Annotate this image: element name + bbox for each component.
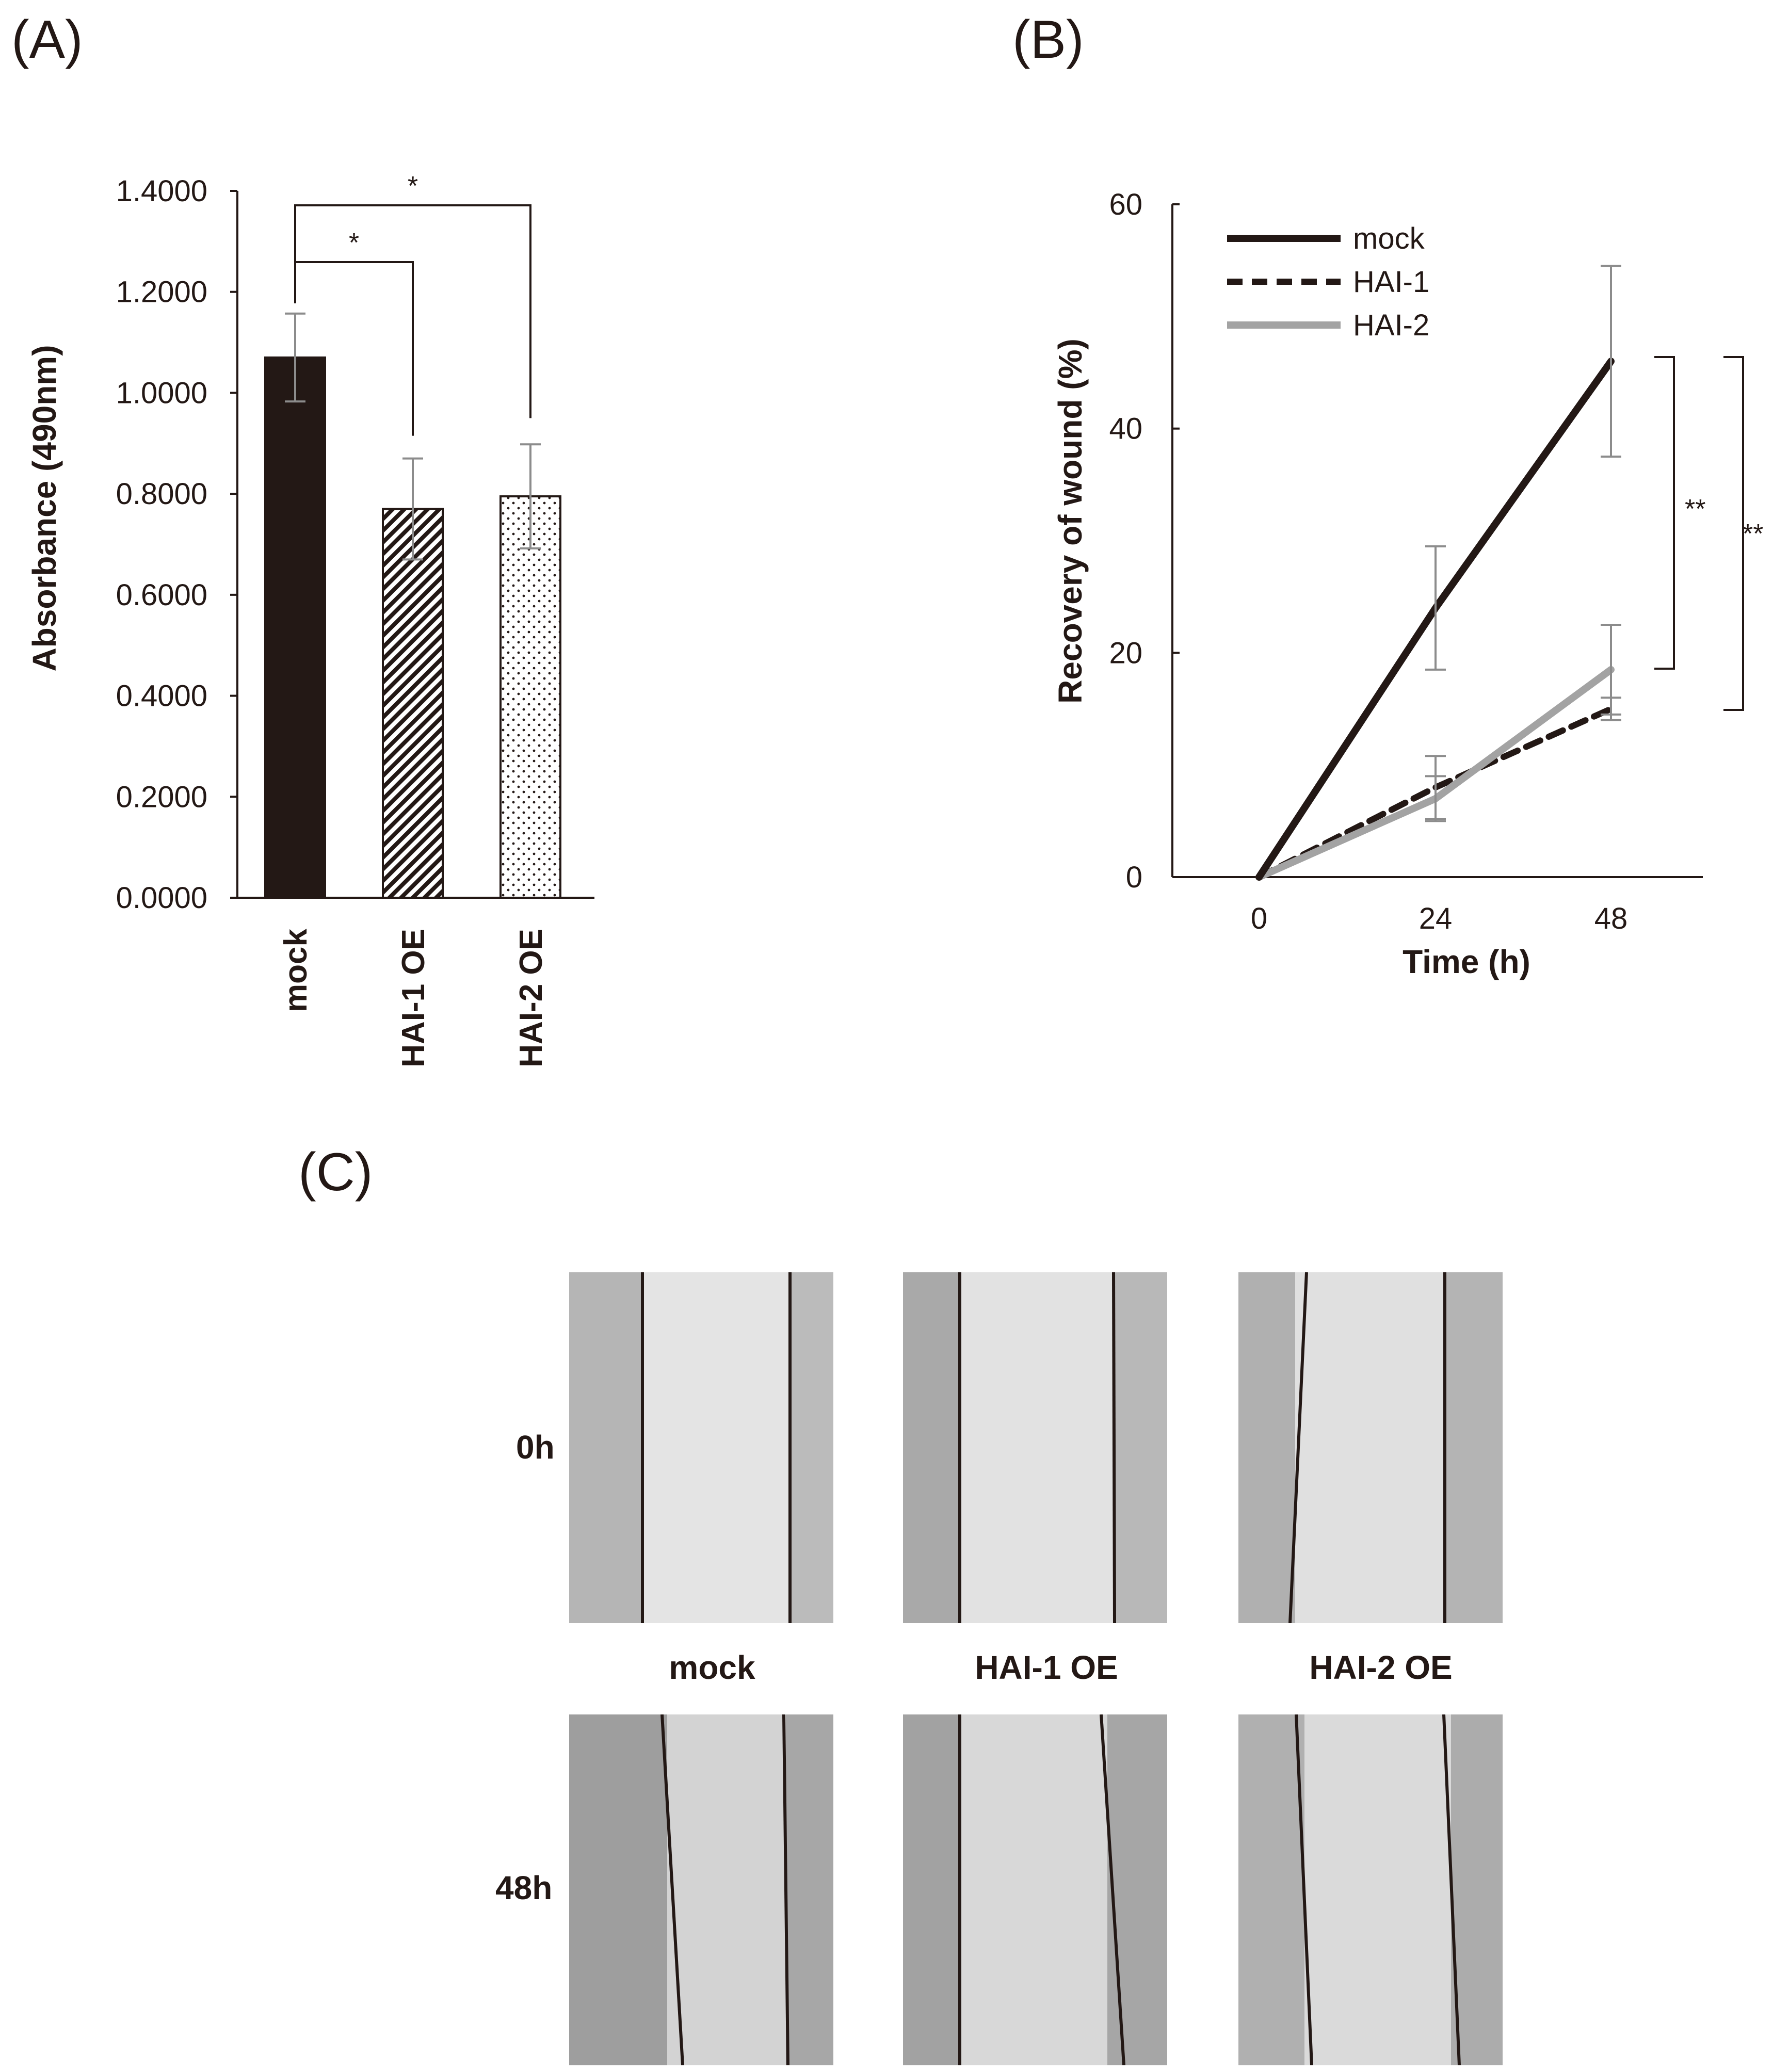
y-tick-label: 20 xyxy=(1109,636,1142,670)
col-label-hai1: HAI-1 OE xyxy=(975,1649,1118,1686)
y-axis-label: Recovery of wound (%) xyxy=(1052,338,1089,704)
legend-label-hai-1: HAI-1 xyxy=(1353,265,1429,299)
y-tick-label: 0 xyxy=(1126,861,1142,894)
micrograph-mock-48h xyxy=(569,1714,833,2065)
y-tick-label: 0.8000 xyxy=(116,477,207,511)
y-tick-label: 0.6000 xyxy=(116,578,207,612)
y-tick-label: 0.4000 xyxy=(116,679,207,713)
row-label-48h: 48h xyxy=(495,1869,553,1906)
row-label-0h: 0h xyxy=(516,1429,555,1466)
panel-b-label: (B) xyxy=(1012,10,1084,70)
line-chart-wound-recovery: (B) Recovery of wound (%) Time (h) 0 20 40… xyxy=(1012,10,1763,980)
x-axis-label: Time (h) xyxy=(1403,943,1530,980)
micrograph-hai2-48h xyxy=(1238,1714,1503,2065)
bar-hai-1-oe xyxy=(382,508,444,899)
micrograph-hai1-0h xyxy=(903,1272,1167,1623)
x-tick-label: 48 xyxy=(1594,902,1628,935)
x-tick-label: HAI-2 OE xyxy=(513,929,549,1067)
legend-label-hai-2: HAI-2 xyxy=(1353,309,1429,342)
col-label-hai2: HAI-2 OE xyxy=(1309,1649,1453,1686)
micrograph-hai2-0h xyxy=(1238,1272,1503,1623)
y-tick-label: 1.4000 xyxy=(116,174,207,208)
x-tick-label: HAI-1 OE xyxy=(396,929,431,1067)
bar-chart-absorbance: (A) Absorbance (490nm) 0.0000 0.2000 0.400… xyxy=(11,10,594,1067)
col-label-mock: mock xyxy=(669,1649,755,1686)
y-tick-label: 40 xyxy=(1109,412,1142,446)
y-tick-label: 0.0000 xyxy=(116,881,207,915)
significance-mark: ** xyxy=(1743,519,1763,549)
significance-bracket xyxy=(1723,356,1744,711)
panel-a-label: (A) xyxy=(11,10,83,70)
significance-mark: * xyxy=(349,228,359,258)
y-tick-label: 1.0000 xyxy=(116,376,207,410)
bar-hai-2-oe xyxy=(499,495,561,899)
y-axis-label: Absorbance (490nm) xyxy=(26,345,63,671)
significance-bracket xyxy=(1654,356,1675,670)
significance-bracket xyxy=(294,204,531,418)
legend-label-mock: mock xyxy=(1353,222,1425,255)
y-tick-label: 1.2000 xyxy=(116,276,207,309)
y-tick-label: 60 xyxy=(1109,188,1142,221)
x-tick-label: 24 xyxy=(1419,902,1453,935)
y-tick-label: 0.2000 xyxy=(116,780,207,814)
micrograph-hai1-48h xyxy=(903,1714,1167,2065)
significance-mark: ** xyxy=(1685,494,1705,524)
micrograph-mock-0h xyxy=(569,1272,833,1623)
panel-c-label: (C) xyxy=(298,1142,373,1202)
x-tick-label: 0 xyxy=(1251,902,1267,935)
significance-mark: * xyxy=(408,171,418,201)
x-tick-label: mock xyxy=(278,928,314,1012)
bar-mock xyxy=(264,356,326,899)
